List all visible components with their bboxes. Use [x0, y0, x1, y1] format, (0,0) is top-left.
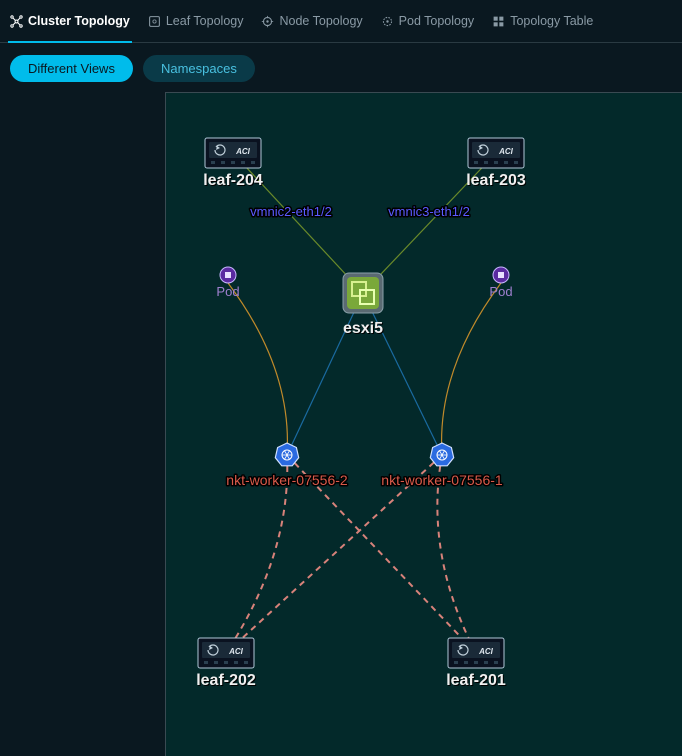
button-row: Different Views Namespaces [0, 43, 682, 94]
node-label: leaf-202 [196, 672, 256, 689]
node-label: Pod [216, 284, 239, 299]
tab-node-topology[interactable]: Node Topology [261, 0, 362, 42]
pod-icon [381, 15, 394, 28]
node-label: nkt-worker-07556-1 [381, 472, 503, 488]
different-views-button[interactable]: Different Views [10, 55, 133, 82]
svg-text:ACI: ACI [498, 147, 514, 156]
tab-label: Topology Table [510, 14, 593, 28]
node-label: leaf-203 [466, 172, 526, 189]
leaf-node[interactable]: ACIleaf-202leaf-202 [196, 638, 257, 690]
tab-label: Node Topology [279, 14, 362, 28]
tab-cluster-topology[interactable]: Cluster Topology [10, 0, 130, 42]
tab-leaf-topology[interactable]: Leaf Topology [148, 0, 244, 42]
topology-svg: vmnic2-eth1/2 vmnic3-eth1/2 ACI leaf-204 lea… [166, 93, 682, 756]
edge [287, 293, 363, 455]
node-label: nkt-worker-07556-2 [226, 472, 348, 488]
edge-label: vmnic3-eth1/2 [388, 204, 470, 219]
namespaces-button[interactable]: Namespaces [143, 55, 255, 82]
tab-label: Pod Topology [399, 14, 475, 28]
node-label: leaf-201 [446, 672, 506, 689]
tab-topology-table[interactable]: Topology Table [492, 0, 593, 42]
edge [228, 283, 287, 455]
cluster-icon [10, 15, 23, 28]
tab-pod-topology[interactable]: Pod Topology [381, 0, 475, 42]
topology-canvas[interactable]: vmnic2-eth1/2 vmnic3-eth1/2 ACI leaf-204 lea… [165, 92, 682, 756]
tab-label: Cluster Topology [28, 14, 130, 28]
host-node[interactable]: esxi5esxi5 [343, 273, 384, 338]
node-label: esxi5 [343, 320, 383, 337]
edge-label: vmnic2-eth1/2 [250, 204, 332, 219]
edge [442, 283, 501, 455]
svg-text:ACI: ACI [235, 147, 251, 156]
worker-node[interactable]: nkt-worker-07556-2 [226, 443, 348, 488]
worker-node[interactable]: nkt-worker-07556-1 [381, 443, 503, 488]
edge [363, 293, 442, 455]
tab-label: Leaf Topology [166, 14, 244, 28]
leaf-node[interactable]: ACIleaf-203leaf-203 [466, 138, 527, 190]
leaf-node[interactable]: ACIleaf-201leaf-201 [446, 638, 507, 690]
node-icon [261, 15, 274, 28]
node-label: leaf-204 [203, 172, 263, 189]
svg-text:ACI: ACI [228, 647, 244, 656]
node-label: Pod [489, 284, 512, 299]
svg-text:ACI: ACI [478, 647, 494, 656]
leaf-icon [148, 15, 161, 28]
pod-node[interactable]: Pod [489, 267, 512, 299]
table-icon [492, 15, 505, 28]
pod-node[interactable]: Pod [216, 267, 239, 299]
tab-bar: Cluster Topology Leaf Topology Node Topo… [0, 0, 682, 43]
leaf-node[interactable]: ACIleaf-204leaf-204 [203, 138, 264, 190]
